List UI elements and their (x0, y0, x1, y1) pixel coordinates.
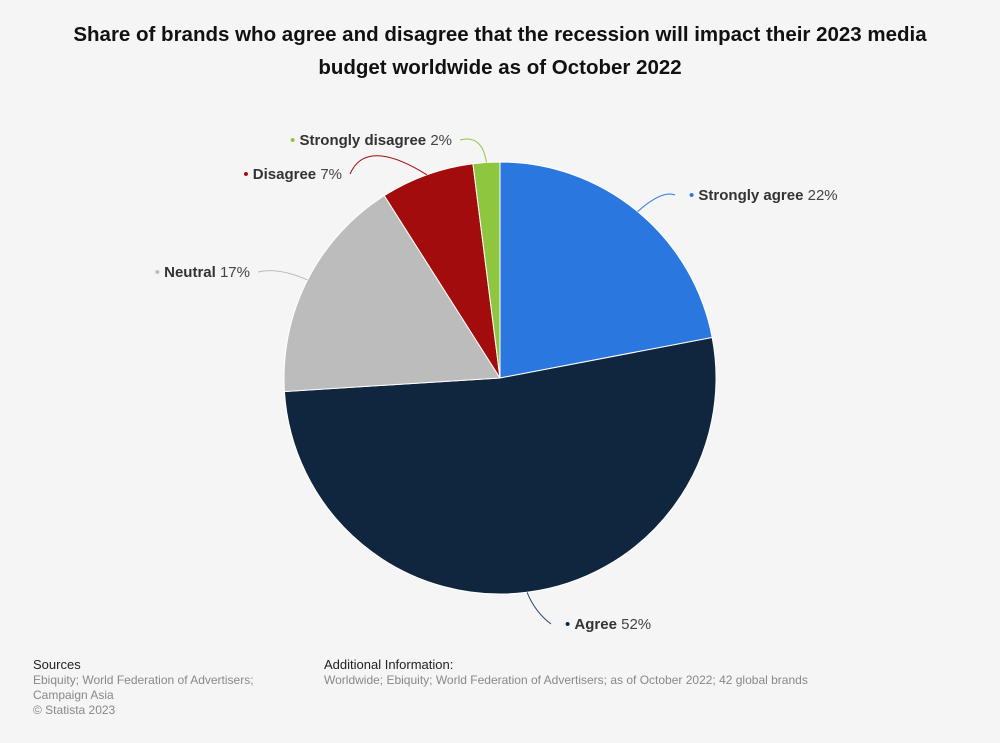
label-value: 52% (621, 616, 651, 633)
pie-chart: • Strongly agree 22%• Agree 52%• Neutral… (155, 132, 838, 633)
label-value: 2% (430, 132, 452, 149)
label-name: Neutral (164, 264, 220, 281)
pie-slice-agree[interactable] (283, 336, 717, 595)
pie-slice-strongly-agree[interactable] (499, 161, 713, 379)
leader-line-neutral (257, 270, 308, 281)
sources-line-2: Campaign Asia (33, 688, 114, 702)
label-name: Strongly agree (698, 187, 807, 204)
leader-line-agree (526, 592, 552, 625)
label-value: 17% (220, 264, 250, 281)
leader-line-strongly-agree (637, 193, 676, 212)
sources-line-1: Ebiquity; World Federation of Advertiser… (33, 673, 254, 687)
sources-block: Sources Ebiquity; World Federation of Ad… (33, 657, 293, 718)
label-name: Strongly disagree (299, 132, 430, 149)
pie-labels: • Strongly agree 22%• Agree 52%• Neutral… (155, 132, 838, 633)
pie-label-neutral: • Neutral 17% (155, 264, 250, 281)
leader-lines (257, 138, 676, 625)
additional-info-block: Additional Information: Worldwide; Ebiqu… (324, 657, 964, 688)
pie-label-strongly-disagree: • Strongly disagree 2% (290, 132, 452, 149)
label-bullet: • (155, 264, 164, 281)
pie-label-disagree: • Disagree 7% (243, 166, 342, 183)
sources-heading: Sources (33, 657, 81, 672)
label-bullet: • (243, 166, 252, 183)
label-name: Agree (574, 616, 621, 633)
pie-label-agree: • Agree 52% (565, 616, 651, 633)
additional-info-heading: Additional Information: (324, 657, 454, 672)
additional-info-text: Worldwide; Ebiquity; World Federation of… (324, 673, 808, 687)
label-value: 22% (808, 187, 838, 204)
pie-slices (283, 161, 717, 595)
label-name: Disagree (253, 166, 321, 183)
label-bullet: • (290, 132, 299, 149)
label-bullet: • (565, 616, 574, 633)
copyright: © Statista 2023 (33, 703, 116, 717)
pie-slice-neutral[interactable] (283, 194, 501, 393)
label-value: 7% (320, 166, 342, 183)
leader-line-disagree (349, 155, 428, 176)
chart-title: Share of brands who agree and disagree t… (73, 23, 927, 79)
pie-label-strongly-agree: • Strongly agree 22% (689, 187, 838, 204)
label-bullet: • (689, 187, 698, 204)
leader-line-strongly-disagree (459, 138, 487, 163)
